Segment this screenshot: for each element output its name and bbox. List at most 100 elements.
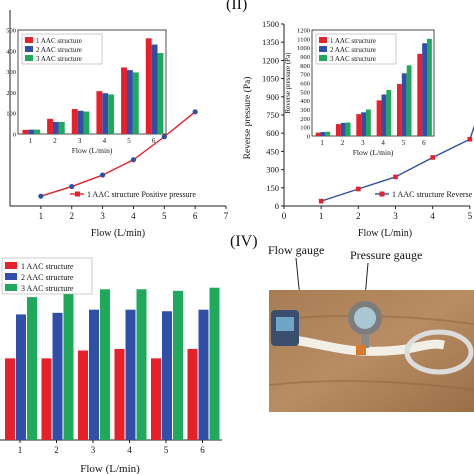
- y-tick-label: 750: [266, 110, 279, 120]
- bar: [386, 90, 392, 136]
- data-point: [69, 183, 75, 190]
- y-tick-label: 200: [6, 90, 16, 97]
- x-tick-label: 1: [29, 137, 33, 145]
- x-axis-label: Flow (L/min): [91, 228, 145, 239]
- chart-panel-1: 1 2 3 4 5 6 7 Flow (L/min) 1 AAC structure Posit…: [6, 10, 229, 239]
- bar: [340, 122, 346, 136]
- bar: [422, 43, 428, 136]
- data-point: [356, 186, 361, 192]
- data-point: [192, 109, 198, 115]
- x-tick-label: 1: [319, 211, 324, 221]
- y-tick-label: 200: [300, 116, 310, 123]
- x-tick-label: 2: [341, 139, 345, 147]
- bar: [157, 53, 164, 135]
- bar: [366, 109, 371, 136]
- y-tick-label: 100: [300, 125, 310, 132]
- bar: [83, 111, 90, 134]
- legend-label: 1 AAC structure: [36, 37, 82, 45]
- bar: [34, 129, 41, 134]
- bar: [114, 348, 125, 440]
- legend-label: 3 AAC structure: [330, 55, 376, 63]
- y-tick-label: 1050: [262, 74, 279, 84]
- flow-gauge-label: Flow gauge: [268, 243, 325, 257]
- legend-label: 3 AAC structure: [36, 55, 82, 63]
- legend-label: 3 AAC structure: [21, 284, 74, 293]
- y-tick-label: 0: [13, 132, 16, 139]
- legend-label: 2 AAC structure: [21, 273, 74, 282]
- data-point: [99, 172, 106, 178]
- bar: [63, 290, 74, 440]
- legend-swatch: [319, 55, 327, 61]
- bar: [187, 348, 198, 440]
- series-line: [40, 111, 196, 197]
- legend-swatch: [25, 46, 33, 52]
- bar: [345, 122, 351, 136]
- bar: [16, 314, 26, 440]
- bar: [126, 70, 133, 134]
- y-tick-label: 600: [266, 128, 279, 138]
- x-tick-label: 2: [69, 211, 74, 221]
- bar: [121, 67, 127, 134]
- x-tick-label: 5: [468, 211, 473, 221]
- bar: [136, 289, 147, 440]
- x-tick-label: 3: [91, 445, 96, 455]
- bar: [108, 94, 115, 134]
- inset-x-label: Flow (L/min): [353, 148, 394, 157]
- data-point: [38, 193, 44, 199]
- legend-swatch: [319, 37, 327, 43]
- chart-panel-2: 0 1 2 3 4 50150300450600750900105012001350150…: [242, 19, 474, 239]
- x-tick-label: 5: [162, 211, 167, 221]
- bar: [151, 358, 161, 440]
- legend-marker: [75, 191, 80, 197]
- bar: [125, 309, 136, 440]
- legend-label: 1 AAC structure Reverse: [392, 190, 473, 199]
- bar: [173, 290, 183, 440]
- bar: [47, 118, 53, 134]
- inset-y-label: Reverse pressure (Pa): [284, 52, 292, 114]
- x-tick-label: 6: [193, 211, 198, 221]
- y-tick-label: 100: [6, 111, 16, 118]
- y-tick-label: 0: [275, 201, 279, 211]
- x-tick-label: 7: [224, 211, 229, 221]
- y-tick-label: 1350: [262, 37, 279, 47]
- bar: [52, 121, 59, 134]
- x-axis-label: Flow (L/min): [358, 228, 412, 239]
- y-tick-label: 500: [300, 89, 310, 96]
- x-tick-label: 3: [393, 211, 398, 221]
- y-tick-label: 900: [266, 92, 279, 102]
- x-tick-label: 4: [127, 445, 132, 455]
- bar: [151, 44, 158, 135]
- bar: [396, 84, 402, 136]
- x-tick-label: 1: [39, 211, 44, 221]
- x-tick-label: 5: [402, 139, 406, 147]
- bar: [417, 53, 423, 136]
- bar: [28, 129, 35, 134]
- data-point: [161, 134, 167, 140]
- bar: [78, 350, 88, 440]
- x-tick-label: 2: [53, 137, 57, 145]
- bar: [376, 100, 382, 136]
- legend-swatch: [319, 46, 327, 52]
- y-tick-label: 0: [307, 134, 310, 141]
- data-point: [467, 136, 473, 142]
- chart-panel-3: 1 2 3 4 5 6 Flow (L/min) 1 AAC structure 2 AAC s…: [0, 257, 222, 474]
- data-point: [430, 155, 435, 160]
- coil-icon: [404, 329, 474, 375]
- y-tick-label: 900: [300, 54, 310, 61]
- bar: [406, 65, 412, 136]
- x-tick-label: 0: [282, 211, 287, 221]
- y-tick-label: 1500: [262, 19, 279, 29]
- bar: [132, 72, 139, 134]
- x-tick-label: 4: [131, 211, 136, 221]
- legend-swatch: [5, 273, 17, 280]
- bar: [162, 311, 172, 440]
- bar: [22, 129, 29, 134]
- y-tick-label: 1200: [262, 55, 279, 65]
- panel-label-iv: (IV): [230, 233, 258, 250]
- x-tick-label: 3: [78, 137, 82, 145]
- device-photo: [269, 290, 474, 412]
- bar: [27, 297, 37, 440]
- y-tick-label: 400: [6, 48, 16, 55]
- x-tick-label: 6: [422, 139, 426, 147]
- data-point: [393, 174, 398, 180]
